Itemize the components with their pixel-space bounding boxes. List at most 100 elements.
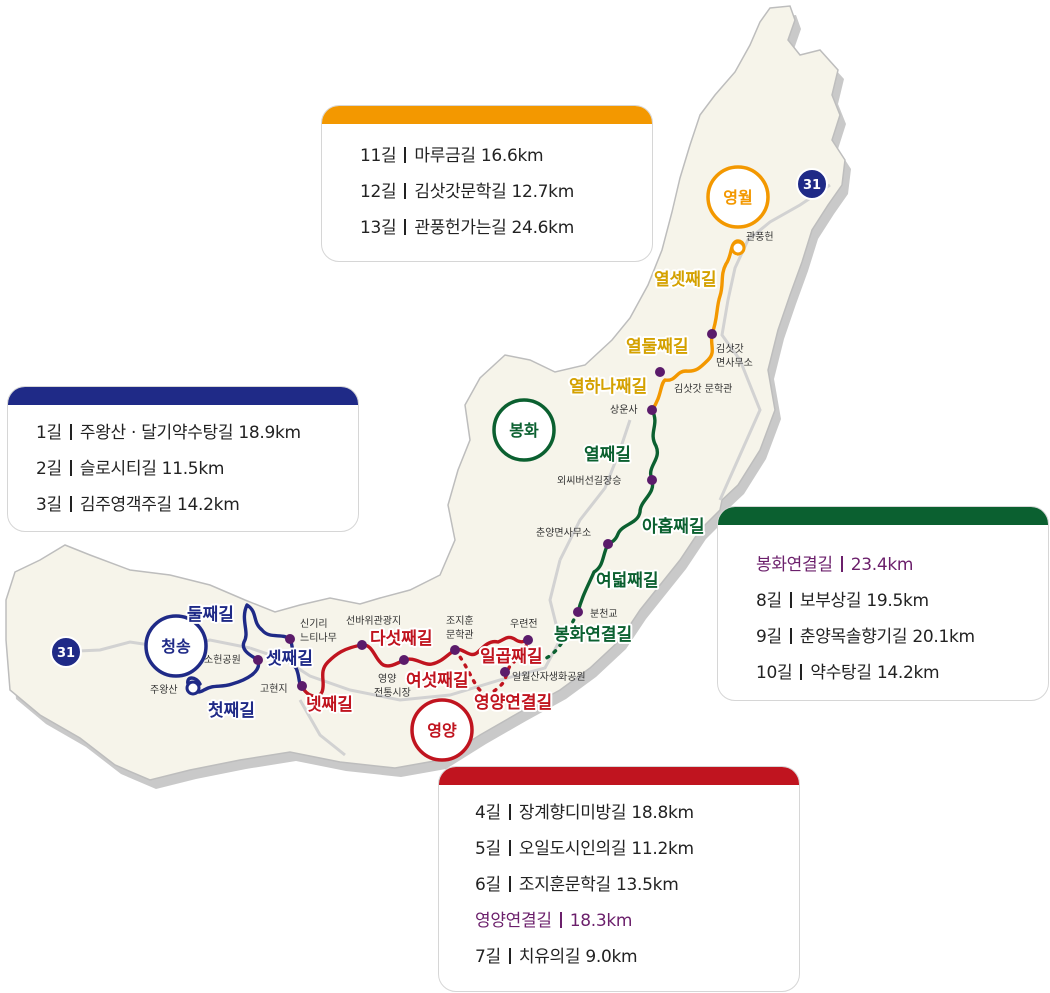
route-bonghwa-line bbox=[576, 408, 660, 614]
stop-label-jojihun: 문학관 bbox=[446, 629, 474, 641]
route-label-1: 첫째길 bbox=[208, 700, 255, 721]
route-item: 3길 김주영객주길 14.2km bbox=[36, 487, 301, 523]
separator bbox=[69, 496, 72, 512]
route-number: 9길 bbox=[756, 627, 782, 647]
card-yeongwol: 11길 마루금길 16.6km 12길 김삿갓문학길 12.7km 13길 관풍헌가는… bbox=[321, 105, 653, 262]
route-yeongyang-line bbox=[300, 635, 530, 698]
stop-label-juwang: 주왕산 bbox=[150, 684, 178, 696]
route-label-13: 열셋째길 bbox=[654, 270, 717, 290]
stop-label-gwanpung: 관풍헌 bbox=[746, 231, 774, 243]
route-number: 5길 bbox=[475, 839, 501, 859]
route-distance: 11.2km bbox=[631, 839, 694, 859]
stop-label-uryeonjeon: 우련전 bbox=[510, 618, 538, 630]
route-number: 3길 bbox=[36, 495, 62, 515]
route-bonghwa-link-line bbox=[526, 610, 580, 666]
route-distance: 9.0km bbox=[585, 947, 638, 967]
route-number: 1길 bbox=[36, 423, 62, 443]
route-item: 2길 슬로시티길 11.5km bbox=[36, 451, 301, 487]
route-distance: 19.5km bbox=[866, 591, 929, 611]
stop-label-ilwolsan: 일월산자생화공원 bbox=[512, 671, 586, 683]
separator bbox=[840, 556, 843, 572]
route-label-5: 다섯째길 bbox=[370, 629, 433, 649]
stop-label-sangun: 상운사 bbox=[610, 404, 638, 416]
route-name: 김삿갓문학길 bbox=[414, 182, 507, 202]
separator bbox=[508, 804, 511, 820]
stop-label-gohyeonji: 고현지 bbox=[260, 683, 288, 695]
route-name: 조지훈문학길 bbox=[518, 875, 611, 895]
route-label-4: 넷째길 bbox=[306, 695, 353, 715]
route-name: 마루금길 bbox=[414, 146, 476, 166]
route-name: 약수탕길 bbox=[810, 663, 872, 683]
stop-label-market: 영양 bbox=[378, 673, 396, 685]
route-distance: 18.3km bbox=[569, 911, 633, 931]
route-item: 7길 치유의길 9.0km bbox=[475, 939, 694, 975]
route-name: 주왕산 · 달기약수탕길 bbox=[79, 423, 234, 443]
stop-label-gimsatgat-office: 김삿갓 bbox=[716, 343, 744, 355]
route-distance: 12.7km bbox=[511, 182, 575, 202]
stop-label-oessi: 외씨버선길장승 bbox=[557, 474, 621, 487]
route-distance: 18.9km bbox=[238, 423, 301, 443]
route-label-7: 일곱째길 bbox=[480, 647, 543, 667]
stop-label-sohyeon: 소헌공원 bbox=[204, 654, 241, 666]
card-yeongwol-bar bbox=[322, 106, 652, 124]
route-label-3: 셋째길 bbox=[266, 649, 313, 669]
route-number: 8길 bbox=[756, 591, 782, 611]
route-number: 12길 bbox=[360, 182, 397, 202]
separator bbox=[800, 664, 803, 680]
route-number: 6길 bbox=[475, 875, 501, 895]
card-yeongyang-list: 4길 장계향디미방길 18.8km 5길 오일도시인의길 11.2km 6길 조지훈문… bbox=[475, 795, 694, 975]
route-item: 10길 약수탕길 14.2km bbox=[756, 655, 975, 691]
route-label-2: 둘째길 bbox=[187, 605, 234, 625]
stop-label-seonbawi: 선바위관광지 bbox=[346, 614, 401, 627]
route-number: 13길 bbox=[360, 218, 397, 238]
route-distance: 20.1km bbox=[912, 627, 975, 647]
region-yeongwol: 영월 bbox=[706, 165, 770, 229]
route-distance: 11.5km bbox=[161, 459, 225, 479]
route-label-yeongyang-link: 영양연결길 bbox=[474, 693, 552, 713]
stop-label-buncheon: 분천교 bbox=[590, 608, 618, 620]
route-name: 보부상길 bbox=[799, 591, 862, 611]
region-bonghwa: 봉화 bbox=[492, 398, 556, 462]
route-item: 영양연결길 18.3km bbox=[475, 903, 694, 939]
separator bbox=[404, 183, 407, 199]
stop-label-gimsatgat-office: 면사무소 bbox=[716, 357, 753, 369]
route-distance: 14.2km bbox=[177, 495, 240, 515]
route-name: 치유의길 bbox=[518, 947, 581, 967]
route-name: 김주영객주길 bbox=[79, 495, 172, 515]
route-distance: 24.6km bbox=[511, 218, 575, 238]
region-yeongyang-label: 영양 bbox=[427, 721, 457, 740]
route-name: 오일도시인의길 bbox=[518, 839, 627, 859]
route-distance: 23.4km bbox=[850, 555, 914, 575]
highway-31-label: 31 bbox=[803, 178, 821, 193]
card-bonghwa: 봉화연결길 23.4km 8길 보부상길 19.5km 9길 춘양목솔향기길 20.1… bbox=[717, 506, 1049, 701]
route-number: 10길 bbox=[756, 663, 793, 683]
card-bonghwa-bar bbox=[718, 507, 1048, 525]
route-label-12: 열둘째길 bbox=[626, 337, 689, 357]
stop-label-jojihun: 조지훈 bbox=[446, 614, 474, 627]
region-yeongwol-label: 영월 bbox=[723, 188, 752, 207]
route-item: 8길 보부상길 19.5km bbox=[756, 583, 975, 619]
route-number: 봉화연결길 bbox=[756, 555, 833, 575]
highway-31-label: 31 bbox=[57, 646, 75, 661]
route-item: 4길 장계향디미방길 18.8km bbox=[475, 795, 694, 831]
separator bbox=[508, 840, 511, 856]
separator bbox=[559, 912, 562, 928]
separator bbox=[404, 219, 407, 235]
card-yeongyang: 4길 장계향디미방길 18.8km 5길 오일도시인의길 11.2km 6길 조지훈문… bbox=[438, 766, 800, 992]
stop-label-chunyang: 춘양면사무소 bbox=[536, 527, 591, 539]
roads bbox=[55, 183, 831, 757]
separator bbox=[69, 460, 72, 476]
card-yeongyang-bar bbox=[439, 767, 799, 785]
region-yeongyang: 영양 bbox=[410, 698, 474, 762]
route-number: 영양연결길 bbox=[475, 911, 552, 931]
card-cheongsong: 1길 주왕산 · 달기약수탕길 18.9km 2길 슬로시티길 11.5km 3길 김… bbox=[7, 386, 359, 532]
route-yeongyang-link-line bbox=[453, 638, 530, 696]
separator bbox=[508, 948, 511, 964]
stop-label-gimsatgat-museum: 김삿갓 문학관 bbox=[674, 383, 732, 395]
gwanpung-endpoint bbox=[730, 240, 746, 256]
route-label-9: 아홉째길 bbox=[642, 516, 705, 537]
route-item: 13길 관풍헌가는길 24.6km bbox=[360, 210, 574, 246]
route-label-11: 열하나째길 bbox=[569, 377, 647, 397]
route-item: 11길 마루금길 16.6km bbox=[360, 138, 574, 174]
